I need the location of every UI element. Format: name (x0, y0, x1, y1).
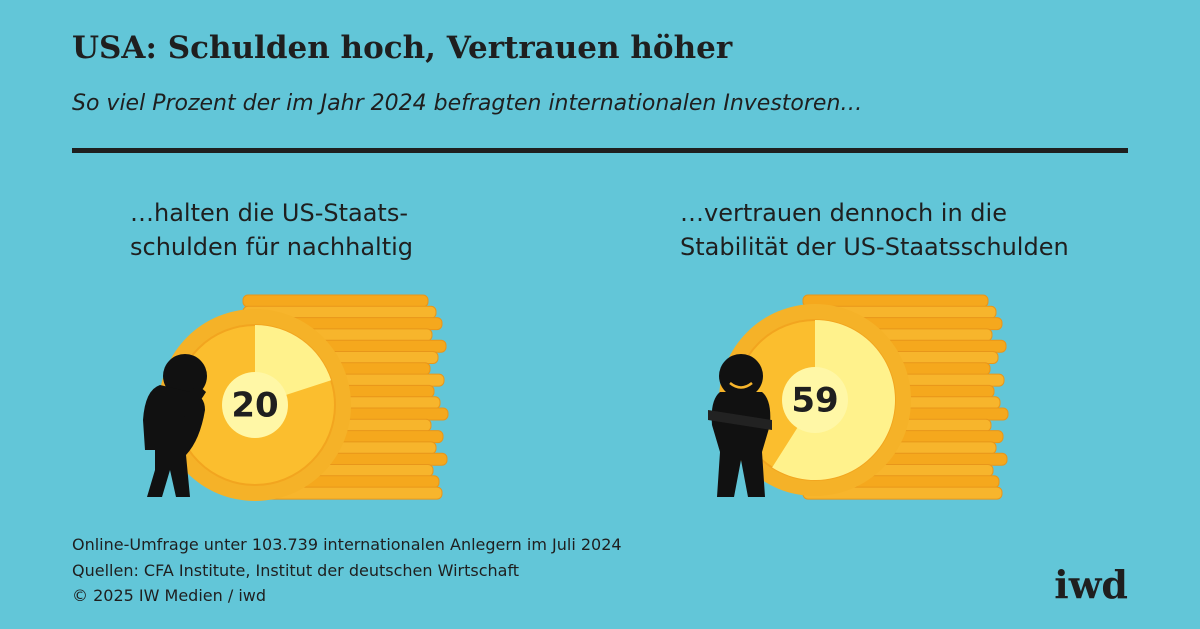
footer-note: © 2025 IW Medien / iwd (72, 586, 266, 605)
panel-label: Stabilität der US-Staatsschulden (680, 233, 1069, 261)
coin-graphic: 20 (159, 294, 449, 501)
coin-graphic: 59 (719, 294, 1009, 500)
coin-stack (802, 294, 989, 308)
title: USA: Schulden hoch, Vertrauen höher (72, 30, 733, 66)
footer-note: Online-Umfrage unter 103.739 internation… (72, 535, 622, 554)
panel-label: schulden für nachhaltig (130, 233, 413, 261)
footer-note: Quellen: CFA Institute, Institut der deu… (72, 561, 519, 580)
divider (72, 148, 1128, 153)
value-label: 59 (791, 381, 838, 421)
person-worried (143, 354, 207, 497)
panel-label: …vertrauen dennoch in die (680, 199, 1007, 227)
logo: iwd (1054, 562, 1128, 607)
coin-stack (242, 294, 429, 308)
person-confident (708, 354, 772, 497)
panel-label: …halten die US-Staats- (130, 199, 408, 227)
value-label: 20 (231, 386, 278, 426)
value-badge (782, 367, 848, 433)
value-badge (222, 372, 288, 438)
subtitle: So viel Prozent der im Jahr 2024 befragt… (72, 91, 862, 116)
